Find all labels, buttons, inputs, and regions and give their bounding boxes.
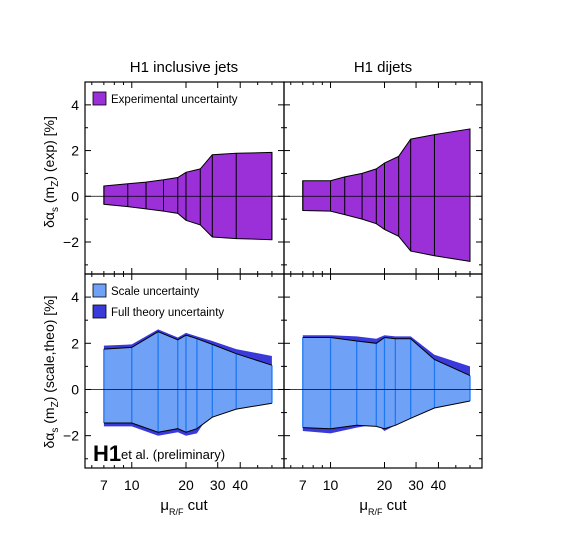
ytick-label: 2 [71, 143, 79, 159]
legend-label: Scale uncertainty [111, 286, 199, 298]
scale-upper-edge [103, 331, 273, 366]
panels [85, 128, 482, 436]
title-dijets: H1 dijets [354, 59, 412, 76]
ytick-label: −2 [63, 234, 79, 250]
panel-theo-dijets [284, 335, 482, 434]
scale-lower-edge [103, 402, 272, 433]
xtick-label: 7 [100, 477, 108, 493]
scale-uncertainty-band [103, 331, 272, 433]
xtick-label: 30 [210, 477, 226, 493]
scale-uncertainty-band [302, 337, 470, 429]
xtick-label: 20 [178, 477, 194, 493]
panel-exp-dijets [284, 128, 482, 262]
xtick-label: 10 [323, 477, 339, 493]
xlabel-right: μR/F cut [359, 497, 407, 517]
ylabel-theo: δαs (mZ) (scale,theo) [%] [41, 295, 61, 448]
ytick-label: 4 [71, 289, 79, 305]
ylabel-exp: δαs (mZ) (exp) [%] [41, 116, 61, 228]
panel-exp-inclusive [85, 151, 284, 241]
ytick-label: 0 [71, 188, 79, 204]
legend-swatch [92, 304, 107, 319]
panel-frames: −2 0 2 4 Experimental uncertainty −2 0 2 4 7 10 20 3… [63, 81, 483, 493]
ytick-label: 0 [71, 381, 79, 397]
ytick-label: 4 [71, 97, 79, 113]
xtick-label: 20 [377, 477, 393, 493]
h1-logo-suffix: et al. (preliminary) [121, 447, 225, 462]
exp-uncertainty-band [302, 128, 471, 262]
title-inclusive-jets: H1 inclusive jets [130, 59, 238, 76]
xtick-label: 40 [232, 477, 248, 493]
ytick-label: −2 [63, 428, 79, 444]
panel-theo-inclusive [85, 329, 284, 436]
xtick-label: 10 [124, 477, 140, 493]
legend-label: Full theory uncertainty [111, 307, 224, 319]
xtick-label: 40 [431, 477, 447, 493]
panel-frame [283, 273, 483, 469]
legend-label: Experimental uncertainty [111, 94, 238, 106]
xtick-label: 7 [299, 477, 307, 493]
legend-swatch [92, 91, 107, 106]
scale-lower-edge [302, 400, 471, 430]
scale-upper-edge [302, 336, 471, 377]
xtick-label: 30 [408, 477, 424, 493]
h1-logo: H1 [93, 441, 121, 466]
xlabel-left: μR/F cut [160, 497, 208, 517]
ytick-label: 2 [71, 335, 79, 351]
legend-swatch [92, 283, 107, 298]
